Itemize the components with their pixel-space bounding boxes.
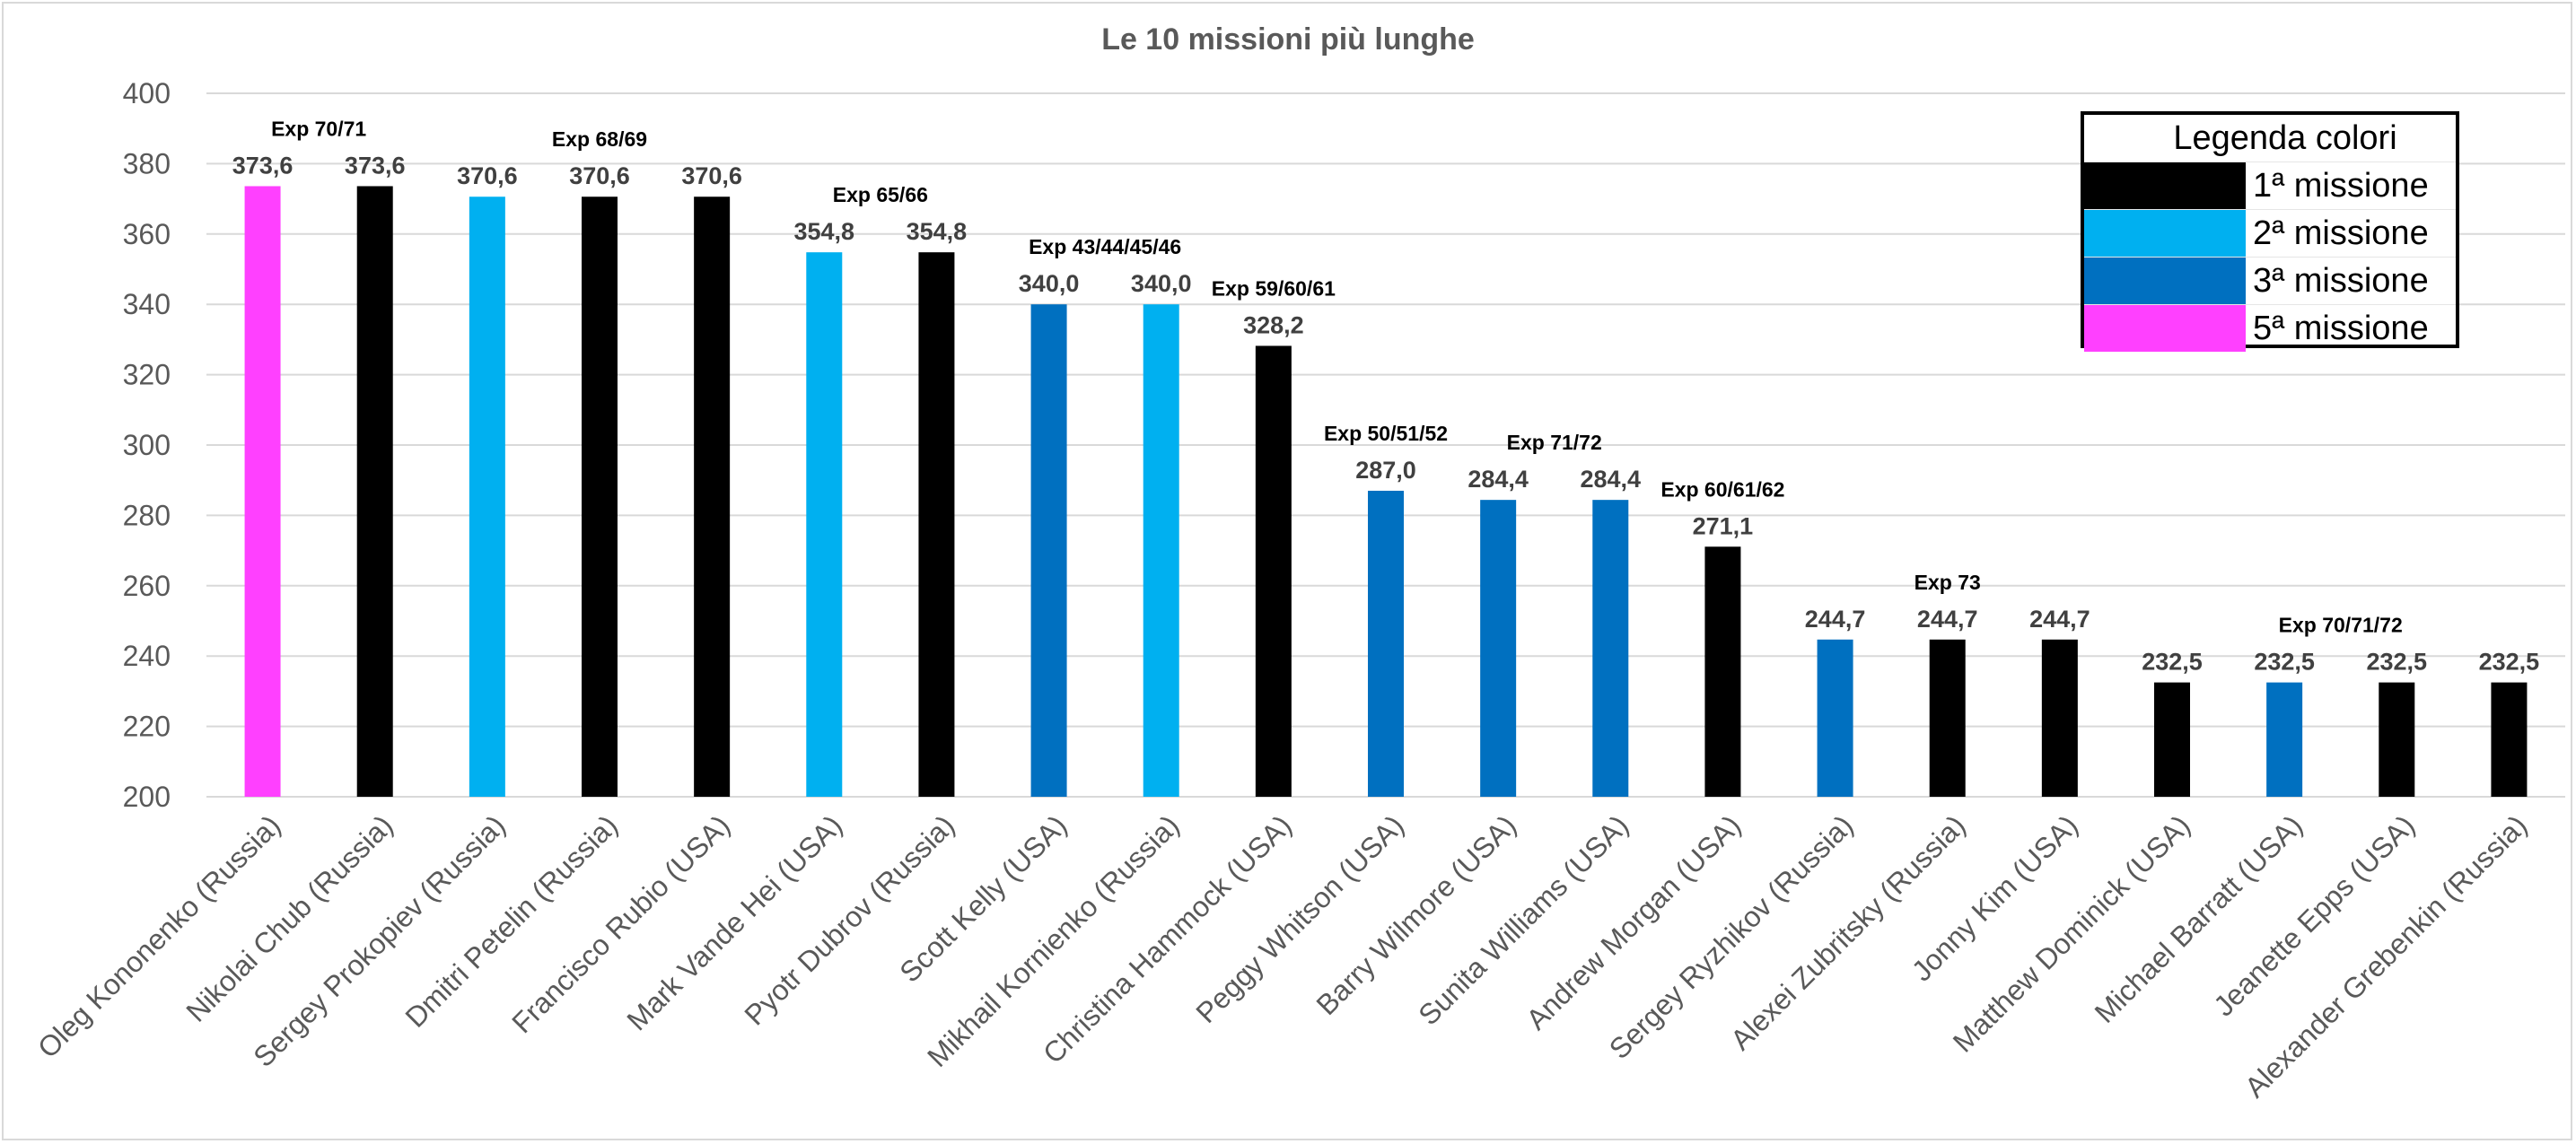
legend-item-2nd-mission: 2ª missione [2084,209,2456,257]
expedition-label: Exp 68/69 [552,127,647,151]
legend-title: Legenda colori [2173,119,2397,157]
value-labels: 373,6 373,6 370,6 370,6 370,6 354,8 354,8 340,0… [232,152,2539,675]
expedition-label: Exp 70/71/72 [2279,614,2403,637]
expedition-label: Exp 59/60/61 [1212,276,1336,300]
value-label: 271,1 [1693,512,1754,539]
x-axis-ticks: Oleg Kononenko (Russia)Nikolai Chub (Rus… [31,808,2533,1104]
expedition-label: Exp 60/61/62 [1660,477,1784,501]
bar [582,196,618,798]
legend-item-1st-mission: 1ª missione [2084,162,2456,209]
expedition-label: Exp 43/44/45/46 [1029,235,1181,258]
x-tick-label: Andrew Morgan (USA) [1520,808,1747,1035]
x-tick-label: Michael Barratt (USA) [2089,808,2309,1028]
y-tick-label: 320 [123,359,171,391]
bar [694,196,731,798]
value-label: 244,7 [1805,606,1866,633]
bar [1929,639,1966,797]
bar [1480,500,1517,797]
bar [1030,304,1067,797]
chart-title: Le 10 missioni più lunghe [1101,22,1475,57]
legend-swatch [2084,305,2246,352]
value-label: 244,7 [1917,606,1978,633]
bar [918,252,955,798]
x-tick-label: Alexei Zubritsky (Russia) [1724,808,1972,1056]
y-tick-label: 340 [123,288,171,320]
legend-label: 2ª missione [2253,214,2429,252]
y-axis-ticks: 200 220 240 260 280 300 320 340 360 380 400 [123,77,171,813]
value-label: 328,2 [1243,311,1304,338]
bar [1704,546,1741,797]
y-tick-label: 400 [123,77,171,109]
x-tick-label: Matthew Dominick (USA) [1947,808,2196,1058]
value-label: 370,6 [457,162,518,189]
x-tick-label: Barry Wilmore (USA) [1310,808,1522,1021]
value-label: 244,7 [2029,606,2090,633]
legend-label: 5ª missione [2253,310,2429,347]
bar [2379,682,2415,797]
expedition-annotations: Exp 70/71 Exp 68/69 Exp 65/66 Exp 43/44/45/… [271,117,2403,636]
value-label: 232,5 [2479,649,2540,676]
value-label: 340,0 [1019,270,1080,297]
y-tick-label: 260 [123,570,171,602]
bar [1817,639,1853,797]
y-tick-label: 380 [123,147,171,179]
value-label: 373,6 [232,152,294,179]
bar [1592,500,1629,797]
value-label: 354,8 [907,218,968,245]
expedition-label: Exp 73 [1914,571,1981,594]
bar [2154,682,2190,797]
value-label: 287,0 [1355,457,1416,484]
bar [1143,304,1179,797]
y-tick-label: 360 [123,218,171,250]
bar [2491,682,2528,797]
legend-swatch [2084,210,2246,257]
value-label: 340,0 [1131,270,1192,297]
x-tick-label: Jeanette Epps (USA) [2207,808,2421,1022]
value-label: 373,6 [345,152,406,179]
value-label: 354,8 [793,218,854,245]
value-label: 370,6 [569,162,630,189]
value-label: 284,4 [1468,466,1529,493]
value-label: 232,5 [2254,649,2315,676]
y-tick-label: 280 [123,499,171,531]
expedition-label: Exp 71/72 [1507,431,1602,454]
value-label: 284,4 [1580,466,1641,493]
bar [244,186,281,797]
bar [469,196,505,798]
x-tick-label: Sunita Williams (USA) [1412,808,1634,1031]
value-label: 232,5 [2142,649,2203,676]
bars [244,186,2528,798]
value-label: 370,6 [681,162,742,189]
legend-label: 1ª missione [2253,167,2429,205]
bar [1368,490,1404,797]
legend-item-3rd-mission: 3ª missione [2084,257,2456,304]
expedition-label: Exp 70/71 [271,117,366,140]
x-tick-label: Francisco Rubio (USA) [505,808,736,1039]
x-tick-label: Mark Vande Hei (USA) [620,808,848,1036]
legend-swatch [2084,162,2246,209]
color-legend: Legenda colori 1ª missione 2ª missione 3… [2081,111,2459,352]
y-tick-label: 200 [123,781,171,813]
legend-swatch [2084,258,2246,304]
legend-item-5th-mission: 5ª missione [2084,304,2456,352]
bar [356,186,393,797]
bar [2266,682,2303,797]
x-tick-label: Nikolai Chub (Russia) [180,808,399,1027]
value-label: 232,5 [2366,649,2427,676]
legend-label: 3ª missione [2253,262,2429,300]
bar [1255,345,1292,797]
x-tick-label: Pyotr Dubrov (Russia) [738,808,960,1031]
expedition-label: Exp 65/66 [833,183,928,206]
bar [806,252,843,798]
expedition-label: Exp 50/51/52 [1324,422,1448,445]
y-tick-label: 300 [123,429,171,461]
x-tick-label: Dmitri Petelin (Russia) [399,808,624,1034]
x-tick-label: Peggy Whitson (USA) [1189,808,1410,1029]
bar [2041,639,2078,797]
y-tick-label: 220 [123,711,171,743]
y-tick-label: 240 [123,640,171,672]
